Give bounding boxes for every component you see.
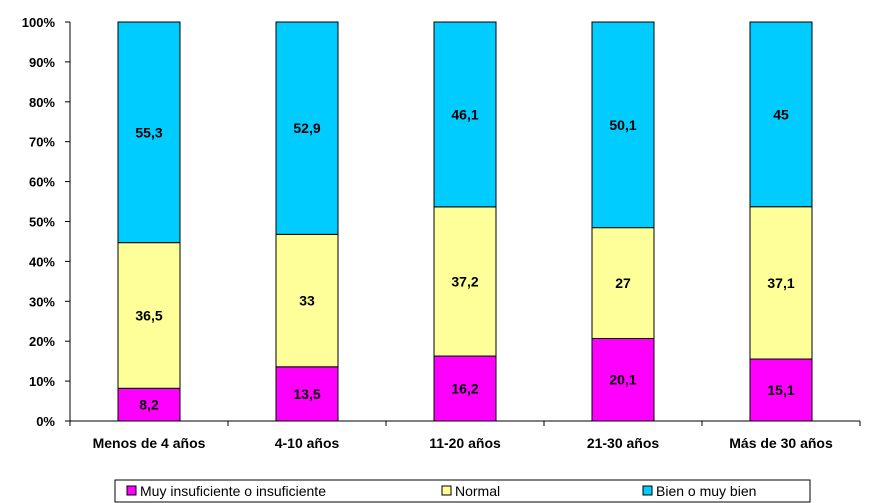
y-tick-label: 60%: [29, 175, 55, 190]
y-tick-label: 70%: [29, 135, 55, 150]
legend-label: Normal: [455, 483, 500, 499]
bar-segment: [117, 387, 181, 422]
bar-segment: [117, 242, 181, 389]
y-axis-tick-labels: 0% 10% 20% 30% 40% 50% 60% 70% 80% 90% 100%: [22, 15, 56, 429]
data-label: 33: [299, 293, 315, 309]
y-tick-label: 30%: [29, 294, 55, 309]
data-label: 20,1: [609, 372, 636, 388]
data-labels: 8,2 36,5 55,3 13,5 33 52,9 16,2 37,2 46,1 20,1 27 5…: [135, 106, 794, 412]
bar-segment: [749, 21, 813, 208]
x-category-label: 11-20 años: [429, 435, 501, 451]
data-label: 50,1: [609, 117, 636, 133]
legend-swatch: [642, 485, 653, 496]
legend-swatch: [441, 485, 452, 496]
data-label: 16,2: [451, 381, 478, 397]
y-tick-label: 100%: [22, 15, 56, 30]
data-label: 52,9: [293, 120, 320, 136]
data-label: 13,5: [293, 386, 320, 402]
x-category-label: 21-30 años: [587, 435, 660, 451]
bar-segment: [433, 206, 497, 357]
bar-segment: [591, 337, 655, 422]
legend-swatch: [126, 485, 137, 496]
data-label: 15,1: [767, 382, 794, 398]
legend-label: Bien o muy bien: [656, 483, 756, 499]
x-category-label: 4-10 años: [275, 435, 340, 451]
data-label: 37,2: [451, 273, 478, 289]
bars: [117, 21, 813, 422]
y-tick-label: 10%: [29, 374, 55, 389]
bar-segment: [275, 233, 339, 368]
data-label: 46,1: [451, 106, 478, 122]
bar-segment: [117, 21, 181, 244]
bar-segment: [275, 366, 339, 422]
y-tick-label: 40%: [29, 254, 55, 269]
y-tick-label: 80%: [29, 95, 55, 110]
y-tick-label: 50%: [29, 215, 55, 230]
data-label: 8,2: [139, 397, 159, 413]
bar-segment: [433, 21, 497, 208]
legend-label: Muy insuficiente o insuficiente: [140, 483, 326, 499]
data-label: 45: [773, 106, 789, 122]
x-category-label: Menos de 4 años: [93, 435, 206, 451]
data-label: 37,1: [767, 275, 794, 291]
bar-segment: [591, 227, 655, 339]
y-tick-label: 0%: [36, 414, 55, 429]
x-axis-category-labels: Menos de 4 años 4-10 años 11-20 años 21-30 …: [93, 435, 833, 451]
legend: Muy insuficiente o insuficiente Normal Bie…: [114, 479, 811, 503]
y-tick-label: 20%: [29, 334, 55, 349]
bar-segment: [591, 21, 655, 229]
data-label: 36,5: [135, 307, 162, 323]
axes: [65, 21, 861, 426]
x-category-label: Más de 30 años: [729, 435, 833, 451]
data-label: 27: [615, 275, 631, 291]
bar-segment: [275, 21, 339, 235]
legend-box: [114, 479, 811, 503]
y-tick-label: 90%: [29, 55, 55, 70]
data-label: 55,3: [135, 124, 162, 140]
